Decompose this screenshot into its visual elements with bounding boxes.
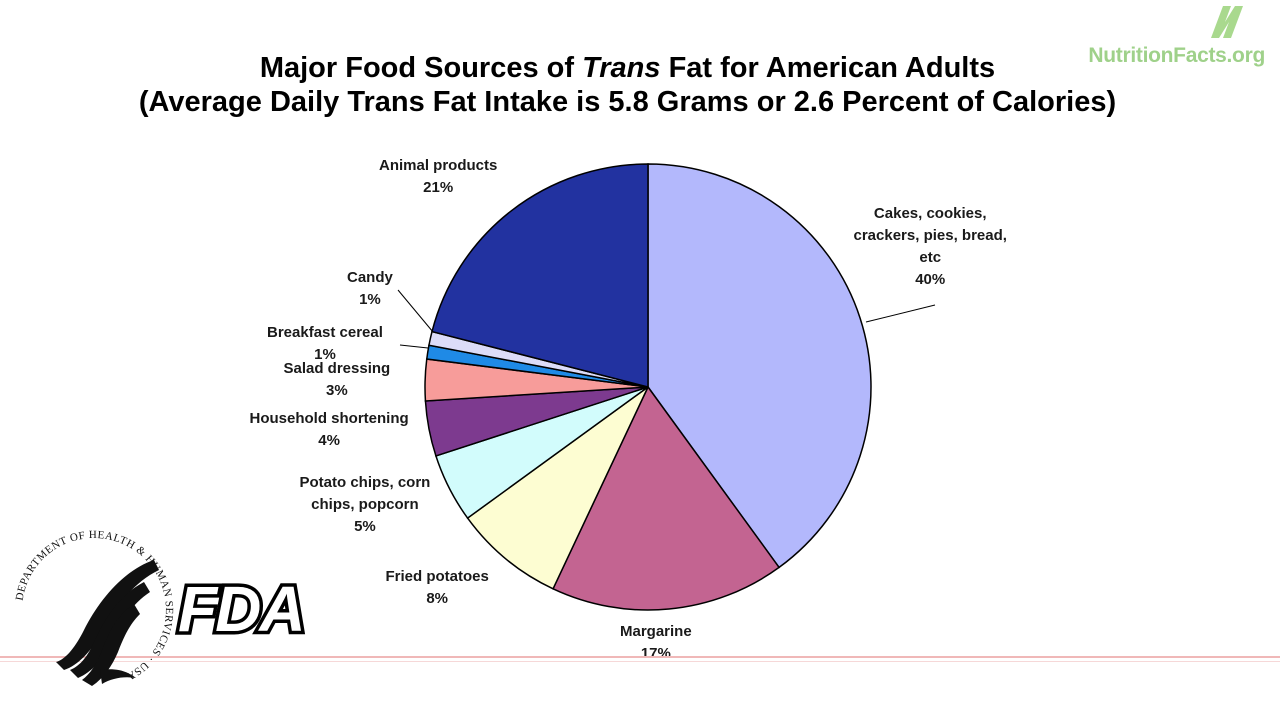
- slice-label-text: Cakes, cookies,: [873, 205, 987, 222]
- nutritionfacts-logo: NutritionFacts.org: [1065, 2, 1265, 72]
- slice-label-text: Breakfast cereal: [267, 324, 383, 341]
- slice-percent: 5%: [354, 518, 376, 535]
- slice-label: Breakfast cereal 1%: [267, 322, 383, 366]
- slice-percent: 40%: [915, 271, 946, 288]
- pie-slice: [431, 163, 649, 388]
- slice-label-text: Animal products: [379, 157, 498, 174]
- slice-label: Animal products 21%: [379, 155, 497, 199]
- chart-title: Major Food Sources of Trans Fat for Amer…: [0, 52, 1255, 84]
- brand-text: NutritionFacts.org: [1088, 44, 1265, 67]
- fda-wordmark: FDA: [175, 570, 309, 649]
- slice-label: Margarine 17%: [620, 621, 692, 665]
- leader-line: [399, 344, 429, 349]
- slice-label: Fried potatoes 8%: [386, 566, 489, 610]
- slice-label: Cakes, cookies, crackers, pies, bread, etc…: [854, 203, 1007, 291]
- slice-label-text: Potato chips, corn: [299, 474, 431, 491]
- slice-label-text: etc: [919, 249, 942, 266]
- nutritionfacts-n-icon: [1211, 6, 1243, 38]
- slice-label-text: Salad dressing: [283, 360, 391, 377]
- slice-percent: 17%: [640, 645, 671, 662]
- leader-line: [397, 289, 434, 333]
- title-emphasis: Trans: [582, 52, 661, 84]
- slice-label-text: Fried potatoes: [385, 568, 489, 585]
- slice-label: Household shortening 4%: [250, 408, 409, 452]
- slice-label-text: Candy: [347, 269, 393, 286]
- slice-label: Candy 1%: [347, 267, 393, 311]
- title-part: Major Food Sources of: [259, 52, 583, 84]
- slice-label: Salad dressing 3%: [284, 358, 391, 402]
- slice-percent: 4%: [318, 432, 340, 449]
- slice-percent: 3%: [326, 382, 348, 399]
- hhs-seal-icon: DEPARTMENT OF HEALTH & HUMAN SERVICES · …: [14, 529, 175, 686]
- slice-percent: 8%: [426, 590, 449, 607]
- leader-line: [865, 304, 936, 323]
- slice-percent: 21%: [423, 179, 454, 196]
- slice-percent: 1%: [314, 346, 336, 363]
- slice-label: Potato chips, corn chips, popcorn 5%: [300, 472, 431, 538]
- title-part: Fat for American Adults: [660, 52, 996, 84]
- slice-label-text: Margarine: [620, 623, 692, 640]
- slice-label-text: chips, popcorn: [311, 496, 419, 513]
- slice-label-text: Household shortening: [249, 410, 409, 427]
- pie-slice: [647, 163, 872, 569]
- chart-subtitle: (Average Daily Trans Fat Intake is 5.8 G…: [138, 86, 1117, 118]
- pie-slice: [466, 386, 649, 590]
- slice-label-text: crackers, pies, bread,: [853, 227, 1007, 244]
- slice-percent: 1%: [359, 291, 381, 308]
- pie-slice: [552, 385, 781, 611]
